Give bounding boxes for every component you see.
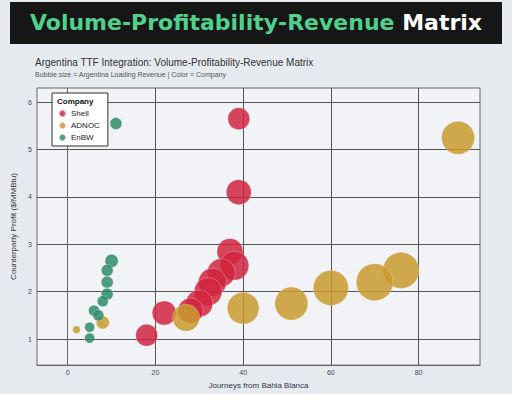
svg-text:4: 4 [28,193,32,200]
svg-text:Argentina TTF Integration: Vol: Argentina TTF Integration: Volume-Profit… [35,57,313,68]
svg-text:2: 2 [28,288,32,295]
svg-text:1: 1 [28,336,32,343]
svg-text:5: 5 [28,146,32,153]
svg-text:20: 20 [152,369,160,376]
svg-text:Journeys from Bahia Blanca: Journeys from Bahia Blanca [208,381,309,390]
svg-text:60: 60 [327,369,335,376]
svg-text:40: 40 [239,369,247,376]
svg-text:EnBW: EnBW [71,133,94,142]
svg-text:Counterparty Profit ($/MMBtu): Counterparty Profit ($/MMBtu) [9,173,18,280]
svg-text:0: 0 [66,369,70,376]
svg-text:6: 6 [28,99,32,106]
svg-text:80: 80 [415,369,423,376]
svg-text:Bubble size = Argentina Loadin: Bubble size = Argentina Loading Revenue … [35,71,226,79]
svg-text:3: 3 [28,241,32,248]
html-text:Volume-Profitability-Revenue M: Volume-Profitability-Revenue Matrix [29,10,483,35]
svg-text:Company: Company [57,97,94,106]
svg-text:ADNOC: ADNOC [71,121,100,130]
svg-text:Shell: Shell [71,109,89,118]
